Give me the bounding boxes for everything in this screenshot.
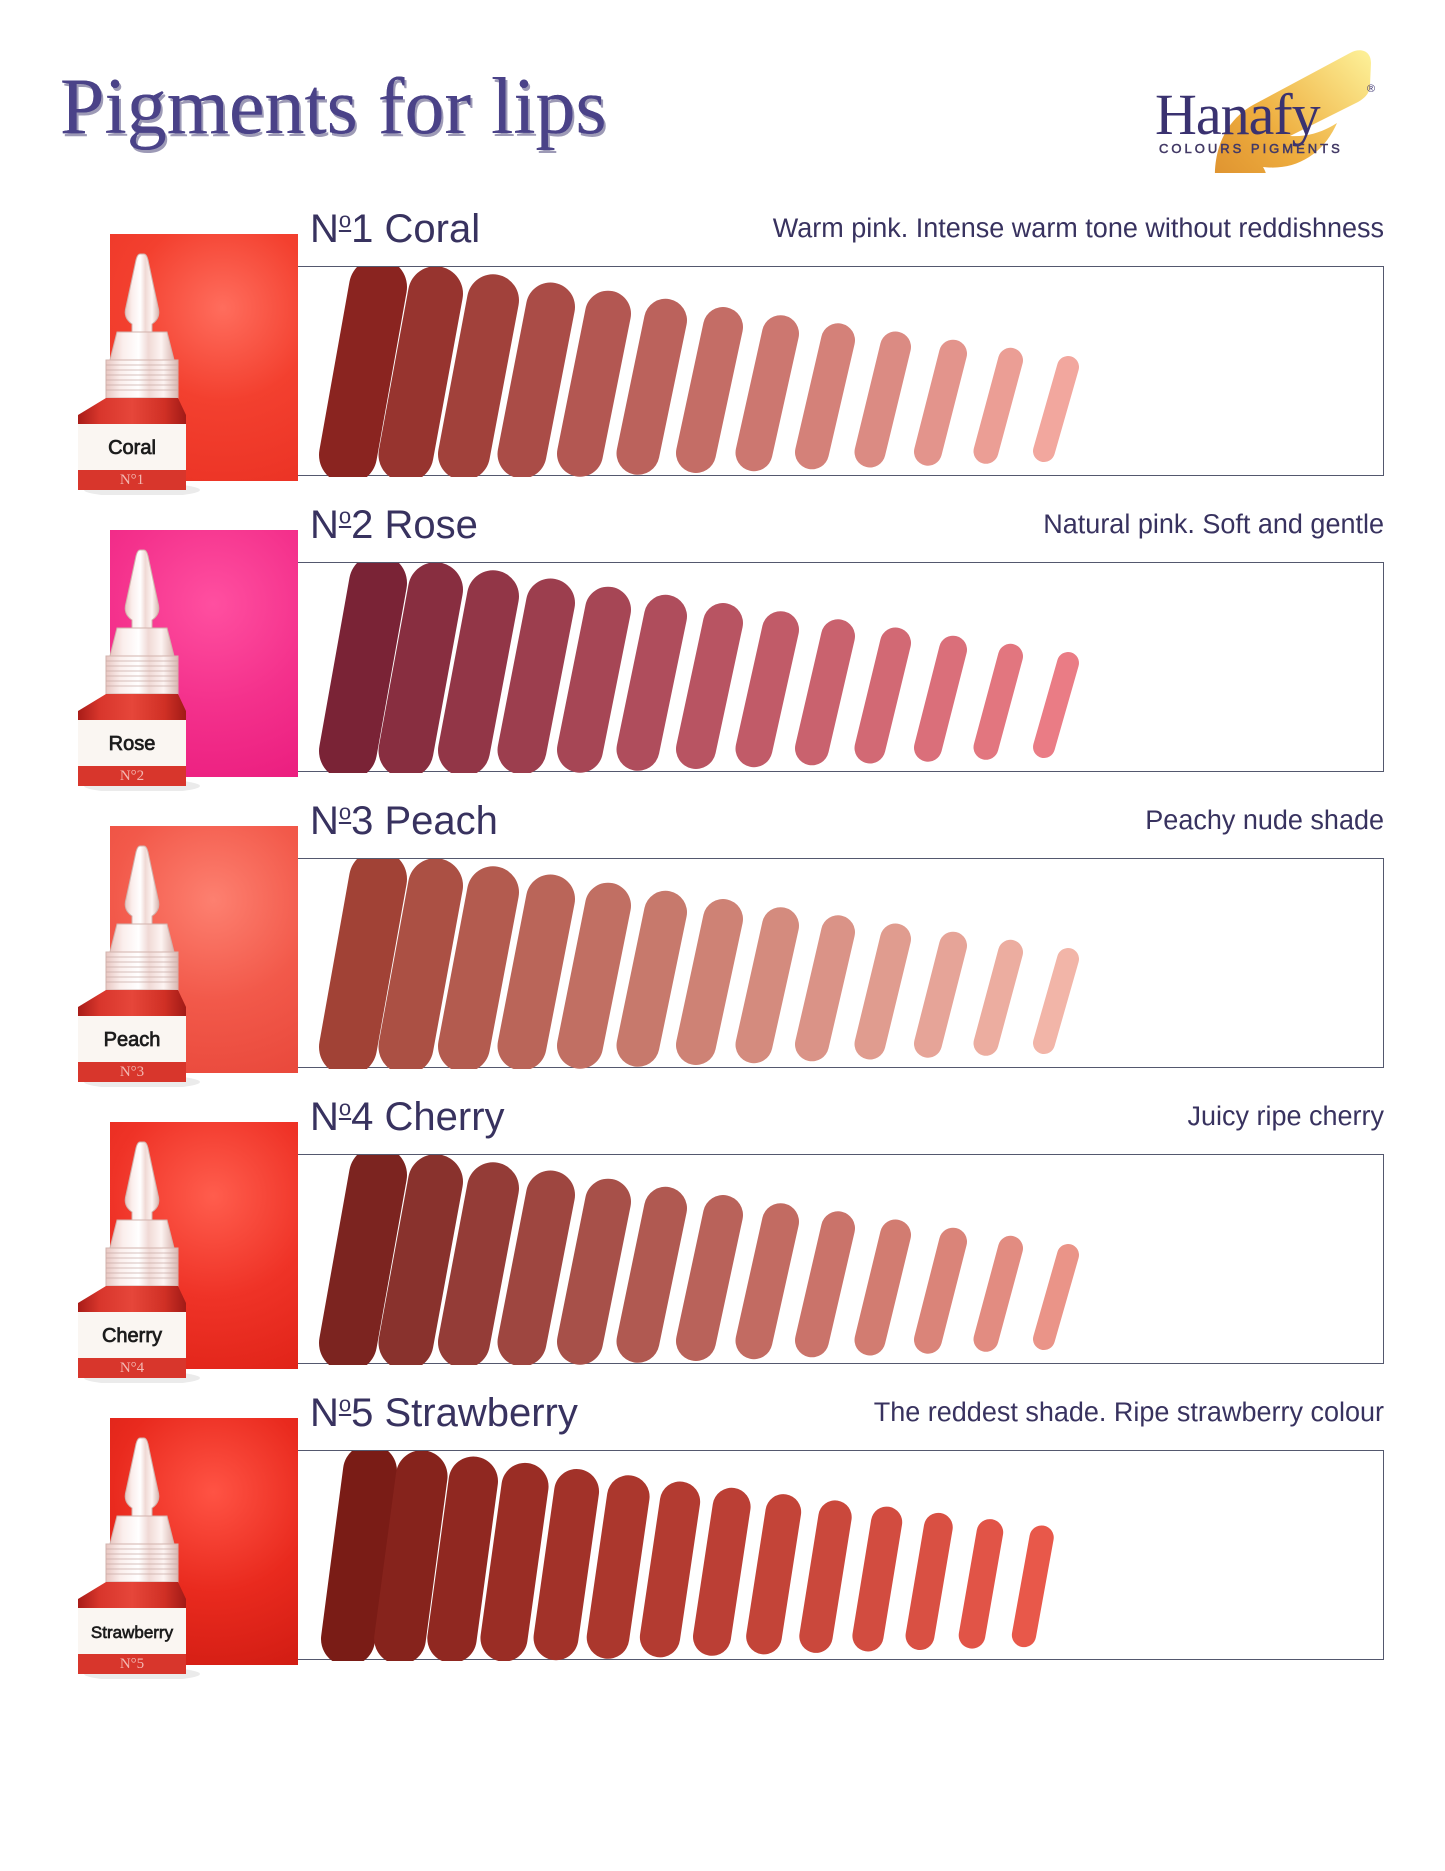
svg-text:Strawberry: Strawberry xyxy=(91,1623,174,1643)
svg-text:N°3: N°3 xyxy=(120,1064,144,1080)
svg-text:N°1: N°1 xyxy=(120,472,144,488)
svg-text:Cherry: Cherry xyxy=(102,1325,163,1347)
svg-text:Coral: Coral xyxy=(108,437,156,459)
svg-text:Rose: Rose xyxy=(109,733,156,755)
svg-text:Peach: Peach xyxy=(104,1029,161,1051)
svg-text:N°4: N°4 xyxy=(120,1360,145,1376)
svg-text:N°5: N°5 xyxy=(120,1656,144,1672)
svg-text:N°2: N°2 xyxy=(120,768,144,784)
